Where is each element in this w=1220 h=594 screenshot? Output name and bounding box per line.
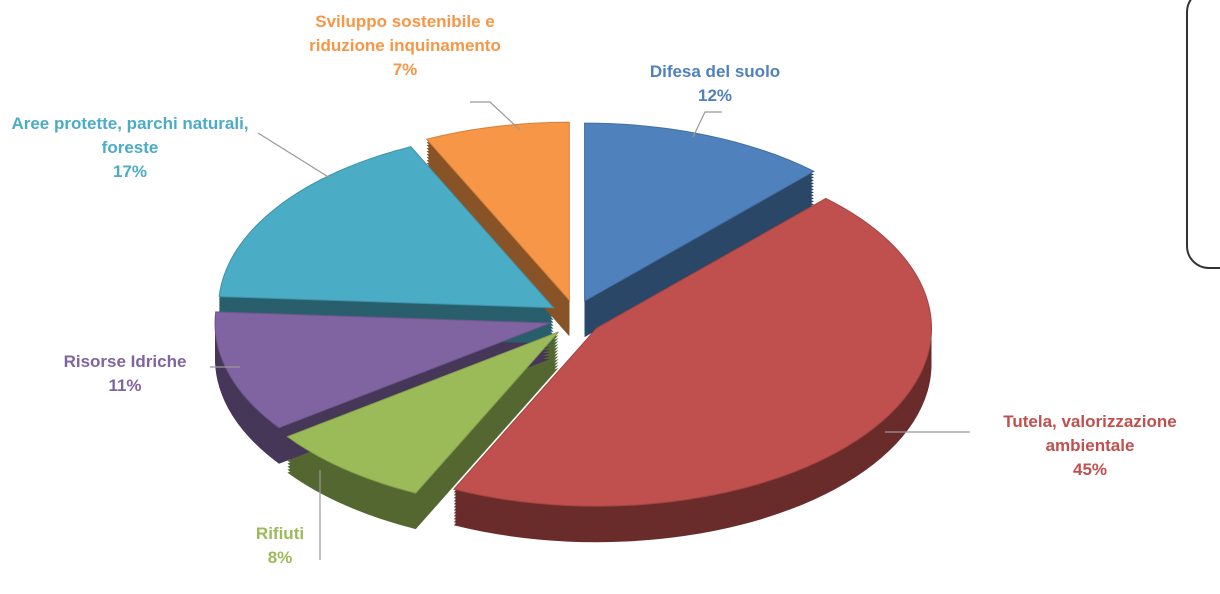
- data-label: Sviluppo sostenibile e riduzione inquina…: [290, 10, 520, 82]
- value-label: 7%: [392, 60, 418, 79]
- value-label: 11%: [108, 376, 142, 395]
- category-label: Risorse Idriche: [63, 352, 187, 371]
- leader-lines: [210, 101, 970, 560]
- slice: [425, 121, 570, 302]
- value-label: 8%: [267, 548, 293, 567]
- pie: [214, 121, 932, 543]
- slice: [286, 331, 559, 494]
- data-label: Difesa del suolo 12%: [640, 60, 790, 108]
- slice: [452, 197, 932, 507]
- category-label: Difesa del suolo: [649, 62, 781, 81]
- value-label: 45%: [1072, 460, 1108, 479]
- category-label: Rifiuti: [255, 524, 305, 543]
- value-label: 17%: [112, 162, 148, 181]
- value-label: 12%: [697, 86, 733, 105]
- slice: [214, 311, 551, 429]
- slice: [584, 122, 815, 302]
- category-label: Tutela, valorizzazione ambientale: [1003, 412, 1177, 455]
- data-label: Rifiuti 8%: [220, 522, 340, 570]
- data-label: Risorse Idriche 11%: [20, 350, 230, 398]
- side-panel: [1186, 0, 1220, 269]
- slice: [218, 146, 555, 309]
- data-label: Aree protette, parchi naturali, foreste 1…: [5, 112, 255, 184]
- category-label: Sviluppo sostenibile e riduzione inquina…: [309, 12, 501, 55]
- category-label: Aree protette, parchi naturali, foreste: [11, 114, 249, 157]
- data-label: Tutela, valorizzazione ambientale 45%: [960, 410, 1220, 482]
